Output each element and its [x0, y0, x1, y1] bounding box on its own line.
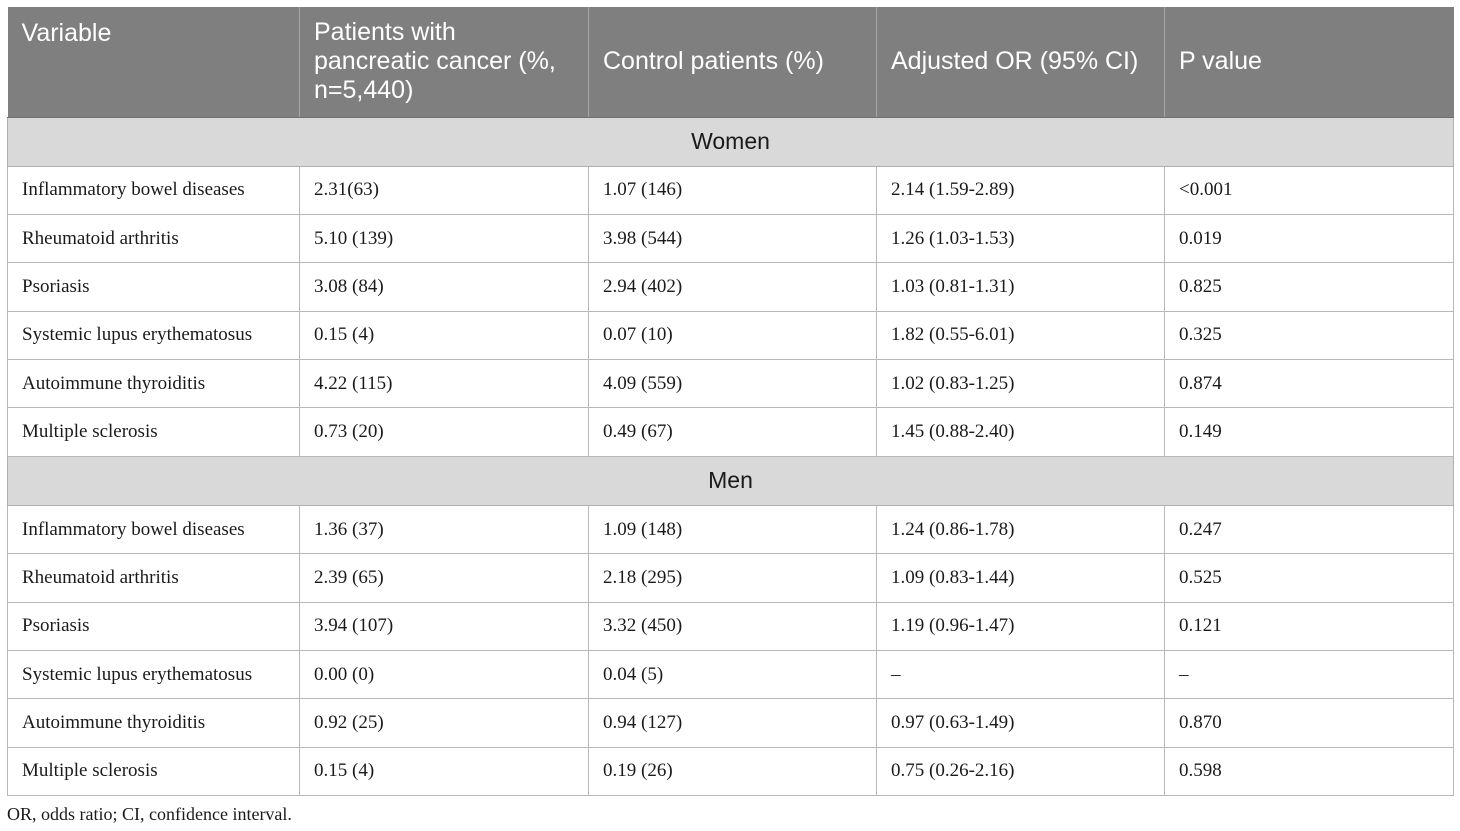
- table-row: Autoimmune thyroiditis 4.22 (115) 4.09 (55…: [7, 359, 1454, 409]
- controls-cell: 0.49 (67): [588, 407, 877, 457]
- variable-cell: Systemic lupus erythematosus: [7, 650, 300, 700]
- p-value-cell: 0.247: [1164, 504, 1454, 555]
- controls-cell: 3.32 (450): [588, 601, 877, 652]
- patients-cell: 5.10 (139): [299, 213, 589, 264]
- header-row: Variable Patients with pancreatic cancer…: [7, 7, 1454, 118]
- variable-cell: Systemic lupus erythematosus: [7, 310, 300, 361]
- header-p-value: P value: [1164, 7, 1454, 118]
- p-value-cell: 0.598: [1164, 746, 1454, 797]
- p-value-cell: 0.149: [1164, 407, 1454, 457]
- table-row: Multiple sclerosis 0.15 (4) 0.19 (26) 0.75 …: [7, 746, 1454, 797]
- patients-cell: 2.31(63): [299, 165, 589, 215]
- controls-cell: 3.98 (544): [588, 213, 877, 264]
- variable-cell: Inflammatory bowel diseases: [7, 165, 300, 215]
- variable-cell: Inflammatory bowel diseases: [7, 504, 300, 555]
- patients-cell: 3.94 (107): [299, 601, 589, 652]
- table-row: Systemic lupus erythematosus 0.15 (4) 0.07…: [7, 310, 1454, 361]
- adjusted-or-cell: 1.02 (0.83-1.25): [876, 359, 1165, 409]
- table-row: Psoriasis 3.94 (107) 3.32 (450) 1.19 (0.96-…: [7, 601, 1454, 652]
- table-row: Rheumatoid arthritis 2.39 (65) 2.18 (295) 1…: [7, 553, 1454, 603]
- p-value-cell: 0.825: [1164, 262, 1454, 312]
- table-row: Psoriasis 3.08 (84) 2.94 (402) 1.03 (0.81-1…: [7, 262, 1454, 312]
- table-row: Multiple sclerosis 0.73 (20) 0.49 (67) 1.45…: [7, 407, 1454, 457]
- adjusted-or-cell: 2.14 (1.59-2.89): [876, 165, 1165, 215]
- adjusted-or-cell: 1.03 (0.81-1.31): [876, 262, 1165, 312]
- variable-cell: Autoimmune thyroiditis: [7, 359, 300, 409]
- adjusted-or-cell: 1.24 (0.86-1.78): [876, 504, 1165, 555]
- patients-cell: 0.15 (4): [299, 310, 589, 361]
- table-body: Women Inflammatory bowel diseases 2.31(63)…: [7, 116, 1454, 797]
- adjusted-or-cell: 1.45 (0.88-2.40): [876, 407, 1165, 457]
- p-value-cell: 0.874: [1164, 359, 1454, 409]
- controls-cell: 2.94 (402): [588, 262, 877, 312]
- adjusted-or-cell: 1.19 (0.96-1.47): [876, 601, 1165, 652]
- p-value-cell: 0.325: [1164, 310, 1454, 361]
- table-row: Systemic lupus erythematosus 0.00 (0) 0.04…: [7, 650, 1454, 700]
- variable-cell: Psoriasis: [7, 601, 300, 652]
- table-row: Inflammatory bowel diseases 2.31(63) 1.07 …: [7, 165, 1454, 215]
- section-row: Women: [7, 116, 1454, 167]
- patients-cell: 4.22 (115): [299, 359, 589, 409]
- patients-cell: 0.73 (20): [299, 407, 589, 457]
- adjusted-or-cell: 1.26 (1.03-1.53): [876, 213, 1165, 264]
- controls-cell: 1.09 (148): [588, 504, 877, 555]
- p-value-cell: 0.870: [1164, 698, 1454, 748]
- controls-cell: 1.07 (146): [588, 165, 877, 215]
- controls-cell: 0.19 (26): [588, 746, 877, 797]
- p-value-cell: –: [1164, 650, 1454, 700]
- data-table-container: Variable Patients with pancreatic cancer…: [7, 7, 1454, 797]
- table-row: Autoimmune thyroiditis 0.92 (25) 0.94 (127…: [7, 698, 1454, 748]
- header-adjusted-or: Adjusted OR (95% CI): [876, 7, 1165, 118]
- section-title: Men: [7, 455, 1454, 506]
- adjusted-or-cell: –: [876, 650, 1165, 700]
- p-value-cell: <0.001: [1164, 165, 1454, 215]
- variable-cell: Autoimmune thyroiditis: [7, 698, 300, 748]
- adjusted-or-cell: 0.75 (0.26-2.16): [876, 746, 1165, 797]
- header-variable: Variable: [7, 7, 300, 118]
- adjusted-or-cell: 0.97 (0.63-1.49): [876, 698, 1165, 748]
- table-row: Rheumatoid arthritis 5.10 (139) 3.98 (544)…: [7, 213, 1454, 264]
- controls-cell: 0.07 (10): [588, 310, 877, 361]
- patients-cell: 1.36 (37): [299, 504, 589, 555]
- controls-cell: 2.18 (295): [588, 553, 877, 603]
- results-table: Variable Patients with pancreatic cancer…: [7, 7, 1454, 797]
- header-controls: Control patients (%): [588, 7, 877, 118]
- table-row: Inflammatory bowel diseases 1.36 (37) 1.09…: [7, 504, 1454, 555]
- variable-cell: Multiple sclerosis: [7, 407, 300, 457]
- p-value-cell: 0.019: [1164, 213, 1454, 264]
- patients-cell: 0.92 (25): [299, 698, 589, 748]
- p-value-cell: 0.121: [1164, 601, 1454, 652]
- variable-cell: Multiple sclerosis: [7, 746, 300, 797]
- patients-cell: 3.08 (84): [299, 262, 589, 312]
- patients-cell: 2.39 (65): [299, 553, 589, 603]
- controls-cell: 0.94 (127): [588, 698, 877, 748]
- variable-cell: Rheumatoid arthritis: [7, 553, 300, 603]
- patients-cell: 0.15 (4): [299, 746, 589, 797]
- patients-cell: 0.00 (0): [299, 650, 589, 700]
- section-title: Women: [7, 116, 1454, 167]
- variable-cell: Psoriasis: [7, 262, 300, 312]
- adjusted-or-cell: 1.82 (0.55-6.01): [876, 310, 1165, 361]
- controls-cell: 0.04 (5): [588, 650, 877, 700]
- adjusted-or-cell: 1.09 (0.83-1.44): [876, 553, 1165, 603]
- controls-cell: 4.09 (559): [588, 359, 877, 409]
- section-row: Men: [7, 455, 1454, 506]
- variable-cell: Rheumatoid arthritis: [7, 213, 300, 264]
- p-value-cell: 0.525: [1164, 553, 1454, 603]
- table-footnote: OR, odds ratio; CI, confidence interval.: [7, 804, 292, 824]
- header-patients: Patients with pancreatic cancer (%, n=5,…: [299, 7, 589, 118]
